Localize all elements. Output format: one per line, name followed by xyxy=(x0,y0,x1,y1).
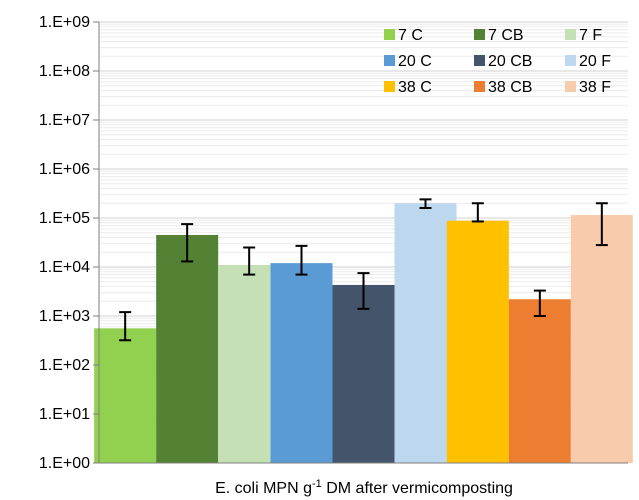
legend-label: 38 F xyxy=(579,79,611,96)
legend-label: 20 F xyxy=(579,53,611,70)
y-tick-label: 1.E+06 xyxy=(39,161,90,178)
bar-38-F xyxy=(570,215,633,463)
bars xyxy=(94,203,633,464)
y-tick-label: 1.E+02 xyxy=(39,357,90,374)
y-tick-label: 1.E+08 xyxy=(39,63,90,80)
legend-swatch xyxy=(474,29,485,40)
legend-swatch xyxy=(474,55,485,66)
bar-20-C xyxy=(270,263,333,463)
bar-7-CB xyxy=(156,234,219,463)
legend-swatch xyxy=(384,81,395,92)
legend-label: 7 CB xyxy=(488,27,524,44)
bar-20-F xyxy=(394,203,457,464)
legend-label: 38 C xyxy=(398,79,432,96)
y-tick-label: 1.E+03 xyxy=(39,308,90,325)
legend: 7 C 7 CB 7 F 20 C 20 CB 20 F 38 C 38 CB 38 F xyxy=(384,27,611,96)
y-tick-label: 1.E+04 xyxy=(39,259,90,276)
x-axis-label-sup: -1 xyxy=(312,478,322,490)
legend-swatch xyxy=(384,29,395,40)
legend-label: 7 F xyxy=(579,27,602,44)
x-axis-label: E. coli MPN g-1 DM after vermicomposting xyxy=(215,478,513,497)
legend-label: 20 C xyxy=(398,53,432,70)
y-tick-label: 1.E+01 xyxy=(39,406,90,423)
y-tick-label: 1.E+05 xyxy=(39,210,90,227)
bar-7-F xyxy=(218,264,281,463)
bar-38-CB xyxy=(508,299,571,463)
y-tick-label: 1.E+00 xyxy=(39,455,90,472)
error-bars xyxy=(119,198,608,342)
legend-label: 38 CB xyxy=(488,79,532,96)
y-tick-label: 1.E+09 xyxy=(39,14,90,31)
legend-swatch xyxy=(384,55,395,66)
x-axis-label-main: E. coli MPN g xyxy=(215,480,312,497)
x-axis-label-rest: DM after vermicomposting xyxy=(322,480,513,497)
legend-label: 20 CB xyxy=(488,53,532,70)
y-tick-labels: 1.E+00 1.E+01 1.E+02 1.E+03 1.E+04 1.E+05 1.E+… xyxy=(39,14,90,472)
bar-20-CB xyxy=(332,284,395,463)
axes xyxy=(93,21,628,464)
legend-label: 7 C xyxy=(398,27,423,44)
legend-swatch xyxy=(565,81,576,92)
bar-7-C xyxy=(94,328,157,463)
legend-swatch xyxy=(565,55,576,66)
y-tick-label: 1.E+07 xyxy=(39,112,90,129)
bar-38-C xyxy=(446,220,509,463)
legend-swatch xyxy=(474,81,485,92)
legend-swatch xyxy=(565,29,576,40)
